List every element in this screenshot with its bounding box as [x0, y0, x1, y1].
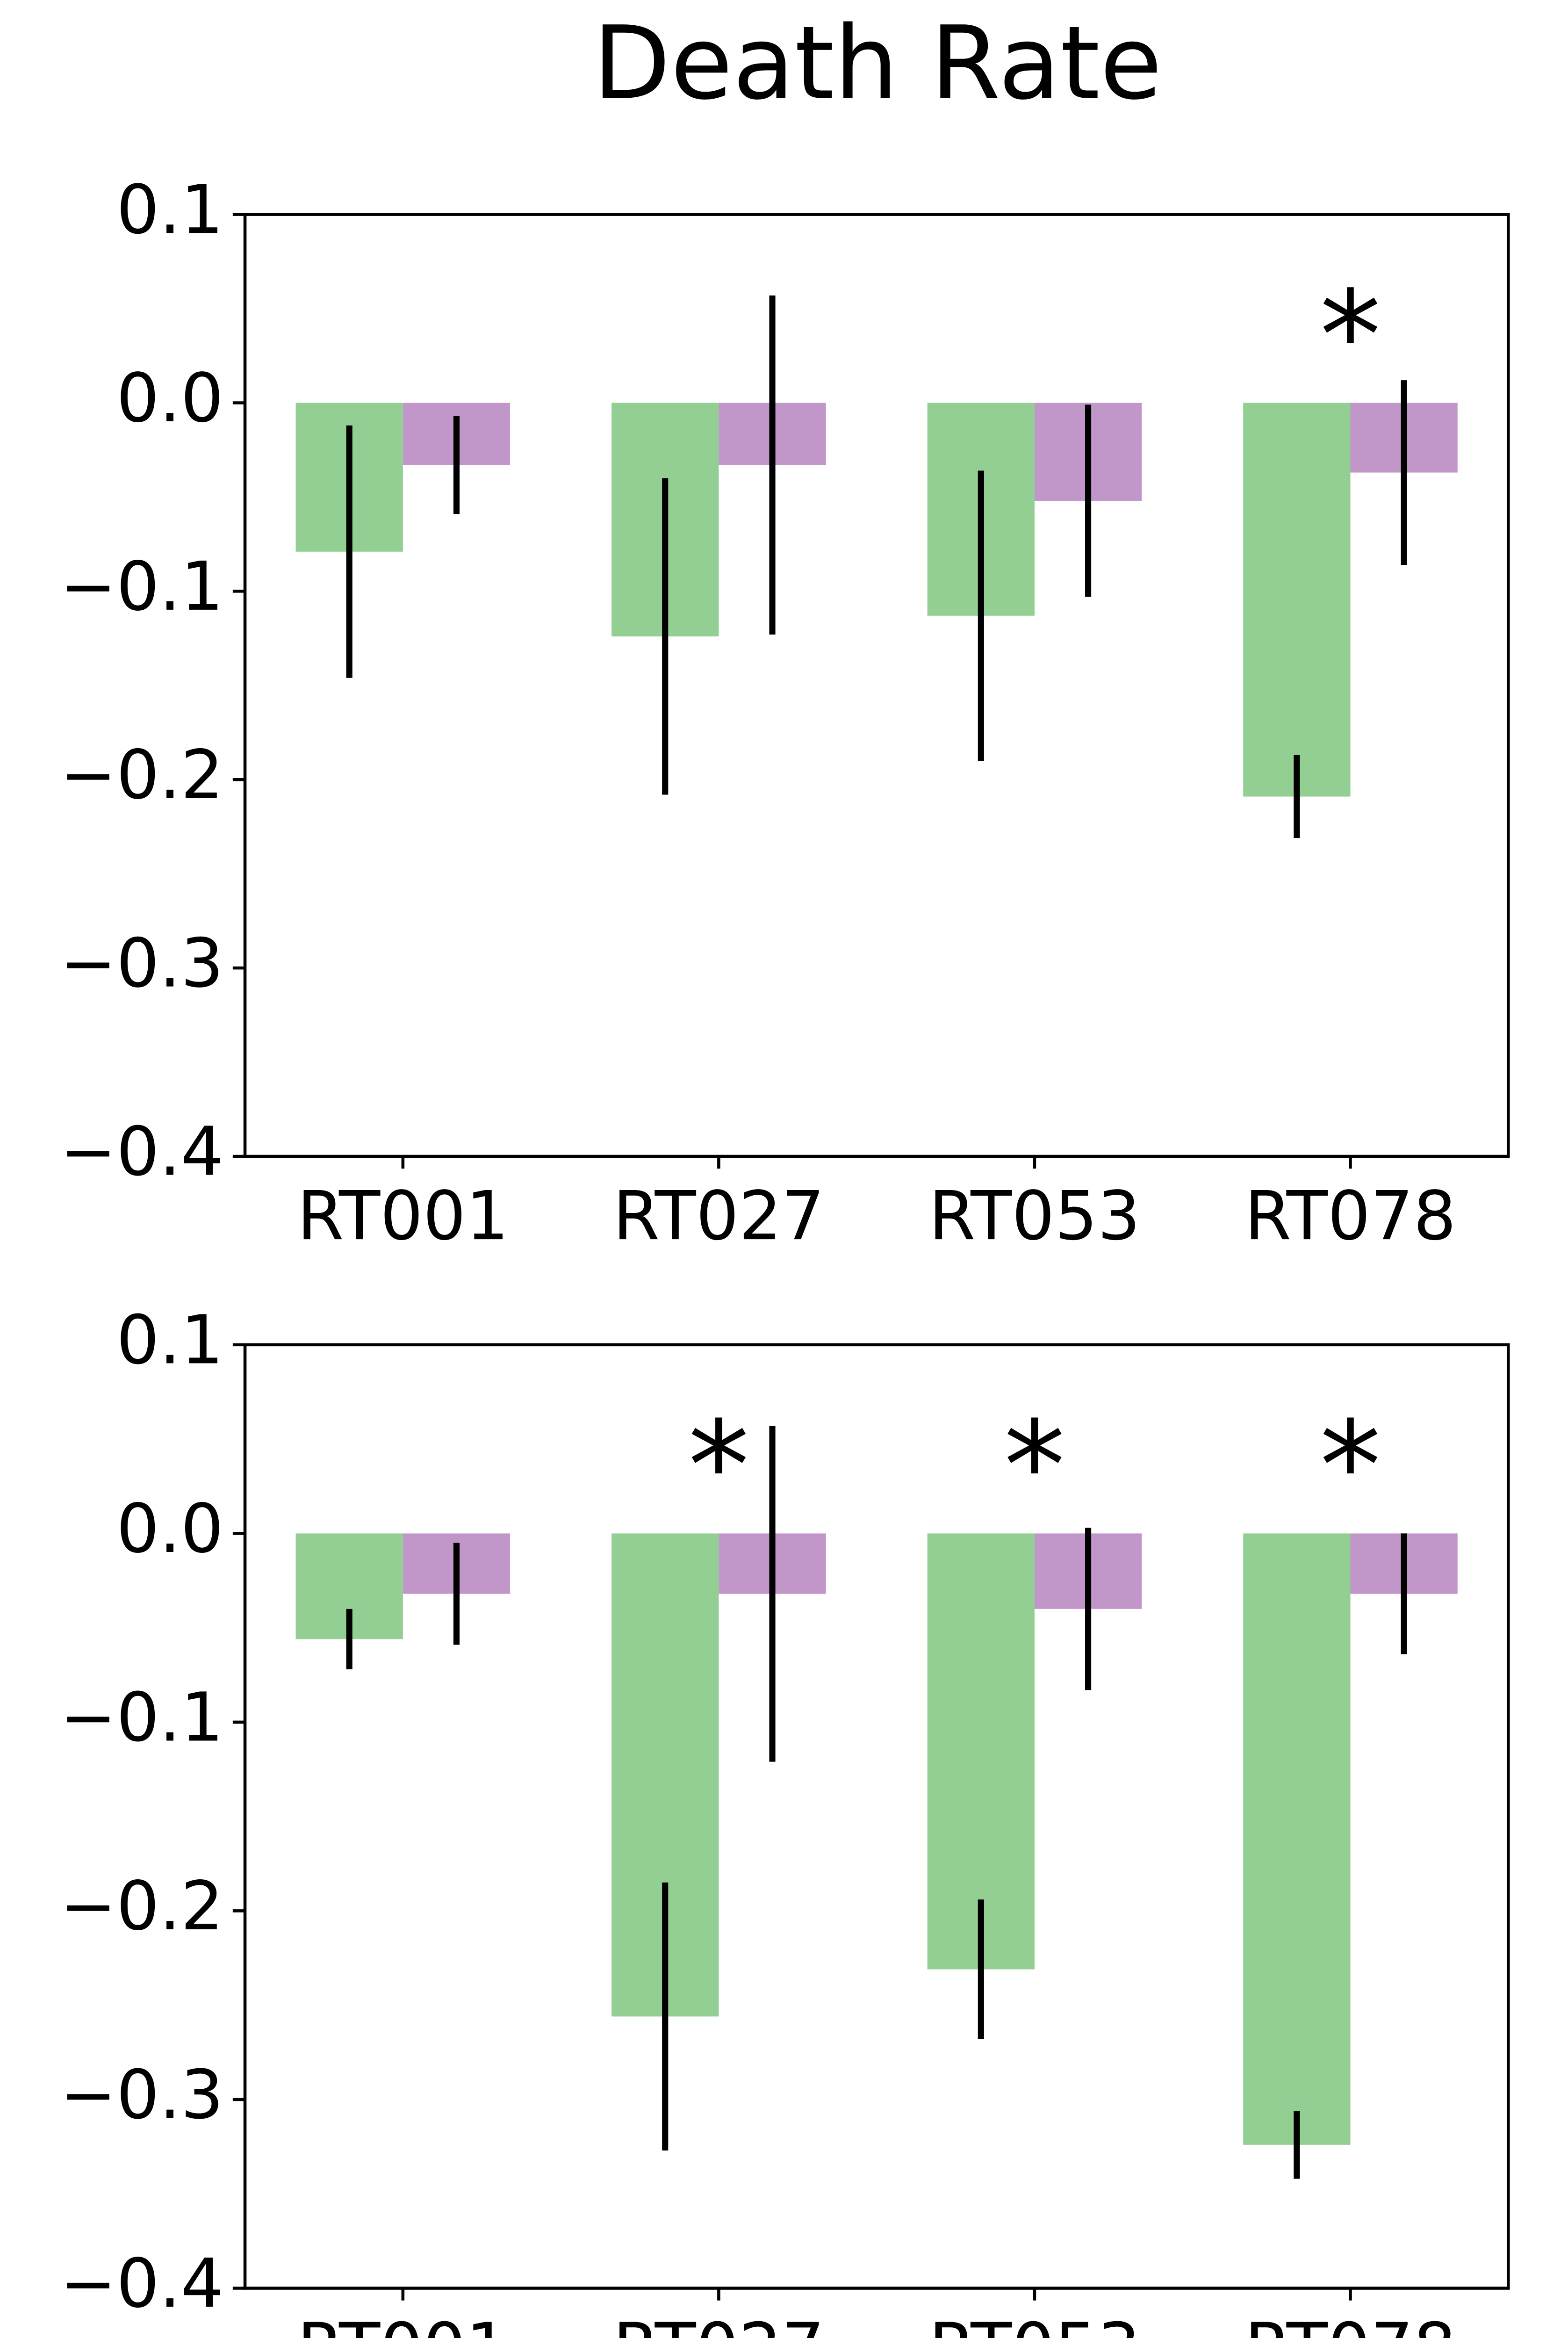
plot-frame [243, 1343, 1510, 2290]
y-tick-label: 0.0 [116, 1489, 223, 1568]
bar [1243, 1533, 1351, 2145]
annotation: * [1320, 265, 1381, 407]
x-tick-label: RT027 [613, 2309, 825, 2338]
y-tick-label: 0.1 [116, 170, 223, 249]
plot-frame [243, 213, 1510, 1158]
bar [927, 1533, 1035, 1970]
annotation: * [1320, 1395, 1381, 1537]
x-tick-label: RT027 [613, 1176, 825, 1255]
y-tick-label: −0.4 [60, 2244, 223, 2323]
y-tick-label: −0.2 [60, 1867, 223, 1945]
bar [1243, 403, 1351, 797]
x-tick-label: RT001 [297, 1176, 509, 1255]
y-tick-label: −0.2 [60, 736, 223, 814]
y-tick-label: −0.3 [60, 2056, 223, 2134]
annotation: * [1004, 1395, 1065, 1537]
x-tick-label: RT078 [1244, 1176, 1456, 1255]
x-tick-label: RT001 [297, 2309, 509, 2338]
x-tick-label: RT078 [1244, 2309, 1456, 2338]
y-tick-label: −0.1 [60, 547, 223, 626]
y-tick-label: −0.4 [60, 1112, 223, 1191]
y-tick-label: 0.0 [116, 359, 223, 437]
y-tick-label: −0.1 [60, 1678, 223, 1756]
y-tick-label: 0.1 [116, 1300, 223, 1379]
y-tick-label: −0.3 [60, 924, 223, 1003]
x-tick-label: RT053 [929, 1176, 1141, 1255]
chart-title: Death Rate [593, 4, 1162, 122]
annotation: * [688, 1395, 749, 1537]
x-tick-label: RT053 [929, 2309, 1141, 2338]
